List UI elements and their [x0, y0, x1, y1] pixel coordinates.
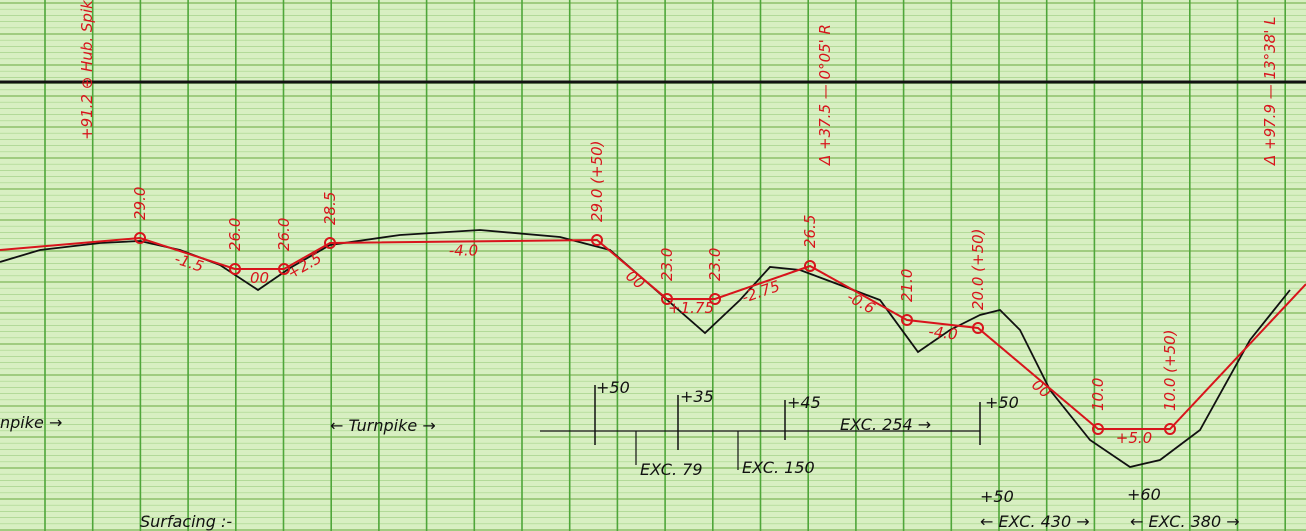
grade-point [1092, 423, 1104, 435]
grade-point [278, 263, 290, 275]
grade-point [591, 234, 603, 246]
annotation: Surfacing :- [140, 512, 232, 531]
station-note: +91.2 ⊕ Hub. Spike [78, 0, 96, 140]
elevation-label: 23.0 [658, 248, 676, 281]
grade-point [709, 293, 721, 305]
grade-label: -4.0 [928, 322, 959, 343]
annotation: ← EXC. 430 → [980, 512, 1090, 531]
annotation: EXC. 150 [742, 458, 815, 477]
annotation: npike → [0, 413, 62, 432]
grade-label: -4.0 [449, 241, 478, 259]
grade-label: +1.75 [668, 299, 714, 317]
annotation: +50 [985, 393, 1019, 412]
grade-point [661, 293, 673, 305]
station-note: Δ +97.9 — 13°38' L [1261, 17, 1279, 166]
ground-profile [0, 229, 1291, 468]
elevation-label: 26.0 [275, 218, 293, 251]
grade-label: 00 [1028, 376, 1054, 402]
elevation-label: 29.0 (+50) [588, 140, 606, 222]
elevation-label: 21.0 [898, 269, 916, 302]
annotation: +45 [787, 393, 821, 412]
grade-label: 00 [250, 269, 269, 287]
elevation-label: 23.0 [706, 248, 724, 281]
annotation: ← Turnpike → [330, 416, 436, 435]
grade-label: -1.5 [172, 250, 205, 276]
grade-label: +5.0 [1116, 429, 1152, 447]
grade-point [804, 260, 816, 272]
grade-point [1164, 423, 1176, 435]
grade-label: +2.5 [284, 249, 325, 283]
grade-point [134, 232, 146, 244]
annotation: EXC. 254 → [840, 415, 931, 434]
annotation: +50 [980, 487, 1014, 506]
annotation: +60 [1127, 485, 1161, 504]
grade-point [972, 322, 984, 334]
elevation-label: 10.0 (+50) [1161, 329, 1179, 411]
station-note: Δ +37.5 — 0°05' R [816, 24, 834, 166]
elevation-label: 20.0 (+50) [969, 228, 987, 310]
grade-point [229, 263, 241, 275]
grade-line [0, 236, 1306, 430]
elevation-label: 26.5 [801, 215, 819, 248]
annotation: ← EXC. 380 → [1130, 512, 1240, 531]
elevation-label: 29.0 [131, 187, 149, 220]
annotation: +50 [596, 378, 630, 397]
grade-point [901, 314, 913, 326]
annotation: EXC. 79 [640, 460, 703, 479]
annotation: +35 [680, 387, 714, 406]
grade-point [324, 237, 336, 249]
elevation-label: 28.5 [321, 192, 339, 225]
elevation-label: 26.0 [226, 218, 244, 251]
grade-label: 00 [622, 267, 648, 293]
elevation-label: 10.0 [1089, 378, 1107, 411]
